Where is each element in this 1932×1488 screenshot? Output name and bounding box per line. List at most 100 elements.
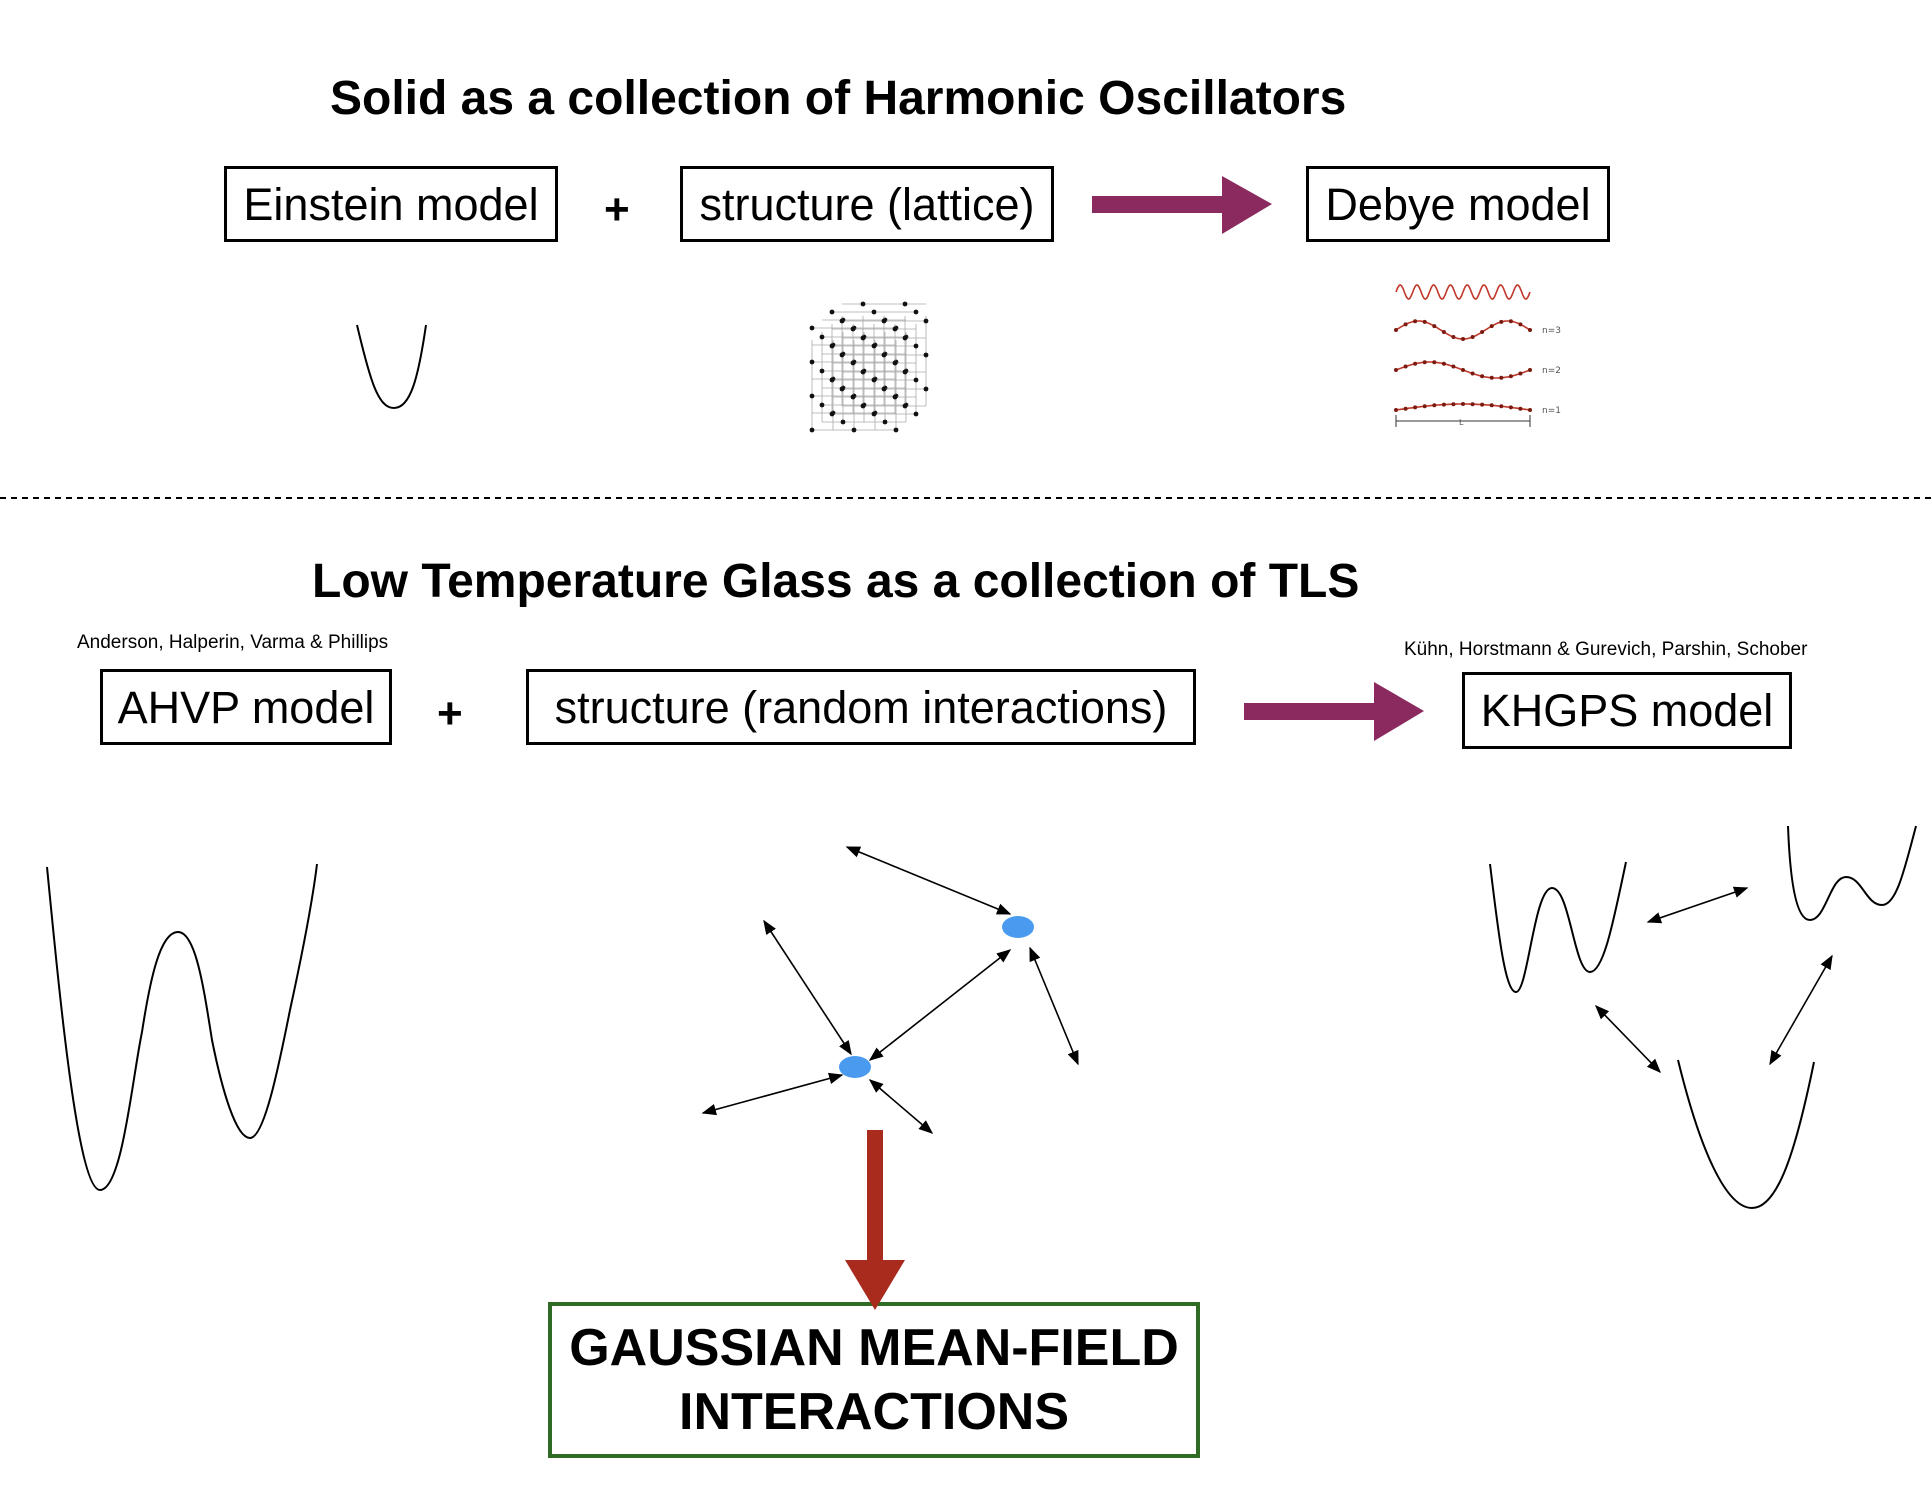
lattice-atom [923, 386, 929, 392]
wave-node [1528, 368, 1532, 372]
wave-node [1432, 403, 1437, 408]
debye-waves-diagram: n=3 n=2 n=1 L [1394, 284, 1561, 427]
interaction-arrow [763, 919, 852, 1056]
wave-node [1480, 330, 1485, 334]
lattice-atom [913, 411, 919, 417]
tls-node [1002, 916, 1034, 938]
wave-node [1499, 319, 1504, 324]
lattice-atom [871, 377, 877, 383]
wave-node [1470, 371, 1475, 376]
wave-node [1480, 402, 1485, 407]
result-line-2: INTERACTIONS [679, 1383, 1069, 1441]
lattice-atom [860, 403, 866, 409]
lattice-diagram [809, 301, 929, 433]
wave-node [1489, 403, 1494, 408]
debye-label-length: L [1459, 418, 1464, 427]
lattice-atom [851, 427, 857, 433]
wave-node [1441, 361, 1446, 366]
debye-model-box: Debye model [1306, 166, 1610, 242]
double-well-potential-curve [46, 863, 318, 1192]
wave-node [1394, 368, 1398, 372]
khgps-potentials [1489, 825, 1917, 1210]
interaction-arrow [868, 949, 1012, 1061]
lattice-atom [913, 377, 919, 383]
wave-node [1489, 324, 1494, 329]
lattice-atom [839, 318, 845, 324]
lattice-atom [819, 334, 825, 340]
arrow-to-debye [1092, 176, 1272, 234]
lattice-atom [809, 427, 815, 433]
wave-node [1441, 330, 1446, 334]
interaction-arrow [1594, 1004, 1662, 1074]
lattice-atom [839, 352, 845, 358]
arrow-to-khgps [1244, 682, 1424, 741]
wave-node [1518, 371, 1523, 376]
wave-node [1508, 319, 1513, 324]
lattice-atom [860, 301, 866, 307]
lattice-atom [850, 394, 856, 400]
wave-node [1461, 337, 1465, 341]
wave-node [1432, 324, 1437, 329]
lattice-atom [881, 318, 887, 324]
top-section-title: Solid as a collection of Harmonic Oscill… [330, 72, 1347, 125]
wave-node [1461, 368, 1465, 372]
lattice-atom [902, 335, 908, 341]
lattice-atom [819, 402, 825, 408]
einstein-model-box: Einstein model [224, 166, 558, 242]
wave-node [1422, 319, 1427, 324]
wave-node [1422, 360, 1427, 365]
random-interactions-box: structure (random interactions) [526, 669, 1196, 745]
wave-node [1451, 364, 1456, 369]
wave-node [1413, 361, 1418, 366]
bottom-section-title: Low Temperature Glass as a collection of… [312, 555, 1360, 608]
lattice-atom [902, 369, 908, 375]
wave-node [1461, 402, 1465, 406]
lattice-atom [923, 318, 929, 324]
wave-node [1394, 328, 1398, 332]
interaction-arrow [1646, 886, 1749, 924]
wave-node [1451, 335, 1456, 339]
wave-node [1470, 402, 1475, 407]
lattice-atom [881, 386, 887, 392]
result-line-1: GAUSSIAN MEAN-FIELD [569, 1319, 1179, 1377]
lattice-atom [892, 326, 898, 332]
plus-sign-bottom: + [437, 689, 463, 738]
gaussian-mean-field-box: GAUSSIAN MEAN-FIELD INTERACTIONS [548, 1302, 1200, 1458]
interaction-arrow [868, 1079, 934, 1134]
wave-node [1508, 405, 1513, 410]
wave-node [1528, 408, 1532, 412]
lattice-atom [829, 343, 835, 349]
interaction-network [701, 846, 1079, 1134]
double-well-potential-small [1489, 861, 1627, 994]
lattice-atom [923, 352, 929, 358]
wave-node [1441, 402, 1446, 407]
ahvp-citation: Anderson, Halperin, Varma & Phillips [77, 632, 389, 653]
lattice-atom [902, 403, 908, 409]
wave-node [1518, 406, 1523, 411]
lattice-atom [892, 360, 898, 366]
debye-label-n1: n=1 [1542, 406, 1561, 416]
asymmetric-double-well-potential [1787, 825, 1917, 922]
wave-node [1480, 374, 1485, 379]
khgps-citation: Kühn, Horstmann & Gurevich, Parshin, Sch… [1404, 639, 1808, 660]
interaction-arrow [1029, 946, 1079, 1066]
lattice-atom [829, 377, 835, 383]
wave-node [1528, 328, 1532, 332]
wave-node [1413, 405, 1418, 410]
plus-sign-top: + [604, 185, 630, 234]
lattice-atom [881, 352, 887, 358]
lattice-atom [892, 394, 898, 400]
lattice-atom [850, 326, 856, 332]
wave-node [1489, 375, 1494, 380]
wave-node [1403, 406, 1408, 411]
debye-label-n3: n=3 [1542, 326, 1561, 336]
lattice-atom [893, 427, 899, 433]
lattice-atom [809, 325, 815, 331]
wave-node [1403, 322, 1408, 327]
lattice-atom [913, 343, 919, 349]
standing-wave [1395, 284, 1531, 300]
wave-node [1499, 375, 1504, 380]
wave-node [1422, 404, 1427, 409]
wave-node [1413, 319, 1418, 324]
